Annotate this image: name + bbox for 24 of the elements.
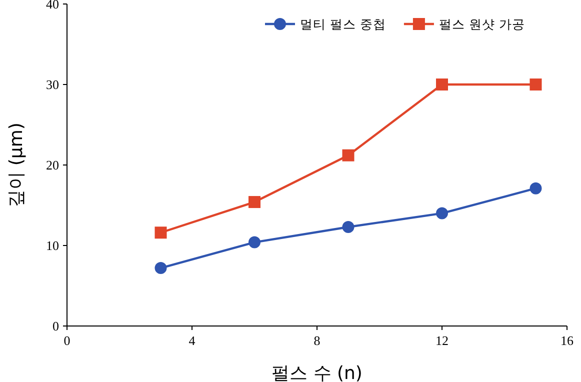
point	[248, 196, 260, 208]
y-tick-label: 0	[52, 318, 59, 334]
point	[342, 149, 354, 162]
y-tick-label: 10	[46, 238, 59, 253]
point	[248, 236, 260, 248]
point	[342, 220, 354, 233]
point	[154, 262, 167, 274]
point	[530, 78, 542, 90]
x-tick-label: 16	[560, 333, 574, 348]
x-tick-label: 0	[64, 333, 70, 348]
x-axis-title: 펄스 수 (n)	[272, 363, 362, 382]
y-tick-label: 30	[46, 77, 59, 92]
point	[436, 78, 448, 90]
point	[154, 226, 167, 239]
y-tick-label: 20	[46, 158, 59, 172]
x-tick-label: 4	[188, 333, 196, 348]
point	[530, 182, 542, 194]
x-tick-label: 8	[314, 333, 320, 348]
y-tick-label: 40	[46, 0, 59, 12]
legend-label: 펄스 원샷 가공	[438, 16, 525, 32]
x-tick-label: 12	[436, 333, 448, 348]
legend-label: 멀티 펄스 중첩	[300, 16, 386, 32]
point	[436, 207, 448, 220]
y-axis-title: 깊이 (µm)	[6, 122, 27, 208]
